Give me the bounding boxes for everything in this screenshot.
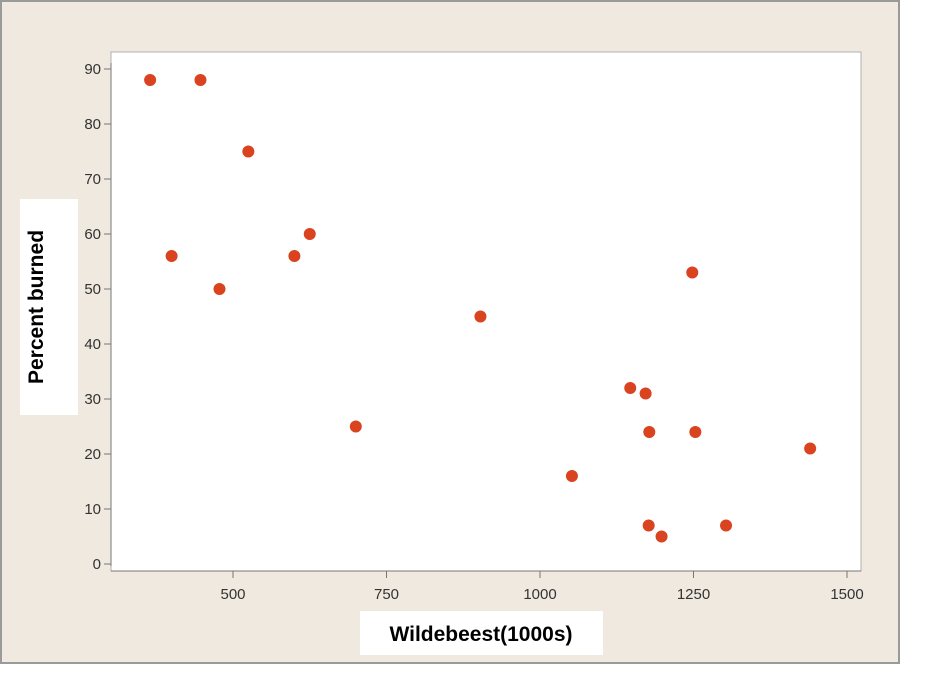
y-tick-label: 90 xyxy=(84,61,101,78)
y-tick-label: 70 xyxy=(84,171,101,188)
x-tick-label: 500 xyxy=(220,586,245,603)
y-tick-label: 30 xyxy=(84,391,101,408)
y-tick-label: 60 xyxy=(84,226,101,243)
data-point xyxy=(655,530,668,543)
y-tick-label: 10 xyxy=(84,501,101,518)
x-tick-label: 750 xyxy=(374,586,399,603)
data-point xyxy=(804,442,817,455)
data-point xyxy=(165,250,178,262)
data-point xyxy=(213,283,226,295)
data-point xyxy=(565,470,578,482)
y-tick-label: 0 xyxy=(93,556,101,573)
data-point xyxy=(624,382,637,394)
data-point xyxy=(303,228,316,240)
y-tick-label: 20 xyxy=(84,446,101,463)
data-point xyxy=(194,74,207,86)
data-point xyxy=(643,426,656,438)
x-axis-ticks: 500 750 1000 1250 1500 xyxy=(220,571,864,603)
x-axis-title-box xyxy=(360,611,603,655)
x-tick-label: 1250 xyxy=(677,586,710,603)
x-axis-title: Wildebeest(1000s) xyxy=(389,623,572,646)
y-axis-title: Percent burned xyxy=(25,230,48,384)
data-point xyxy=(242,145,255,158)
data-point xyxy=(720,519,733,532)
data-point xyxy=(349,420,362,433)
data-point xyxy=(642,519,655,532)
data-point xyxy=(686,266,699,279)
x-tick-label: 1500 xyxy=(830,586,863,603)
data-points xyxy=(144,74,817,543)
y-tick-label: 40 xyxy=(84,336,101,353)
data-point xyxy=(288,250,301,262)
x-tick-label: 1000 xyxy=(523,586,556,603)
data-point xyxy=(474,310,487,323)
y-axis-ticks: 0 10 20 30 40 50 60 70 80 90 xyxy=(84,61,111,573)
y-axis-title-box xyxy=(20,199,78,415)
y-tick-label: 50 xyxy=(84,281,101,298)
data-point xyxy=(144,74,157,86)
y-tick-label: 80 xyxy=(84,116,101,133)
plot-area xyxy=(110,51,862,572)
data-point xyxy=(689,426,702,438)
data-point xyxy=(639,387,652,400)
